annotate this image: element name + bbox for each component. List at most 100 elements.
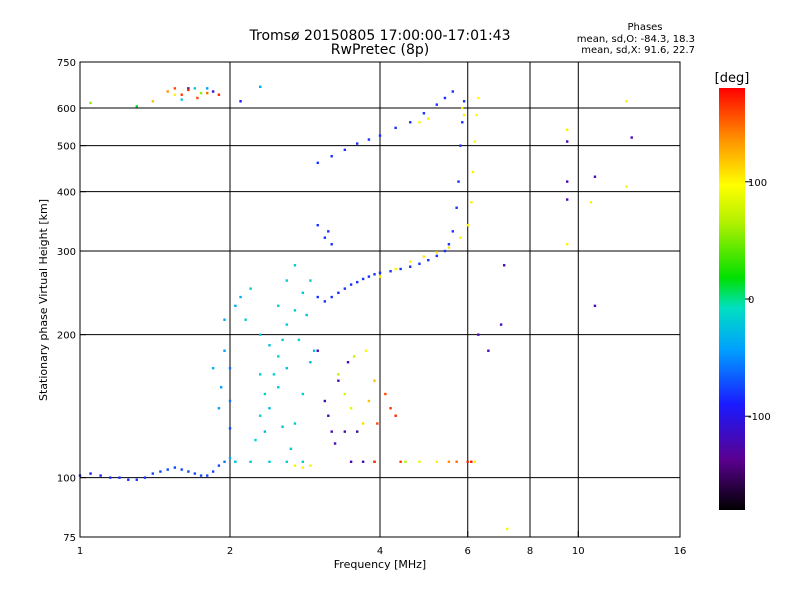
- data-point: [316, 161, 319, 165]
- data-point: [166, 90, 169, 93]
- data-point: [349, 460, 353, 463]
- data-point: [565, 128, 569, 131]
- data-point: [455, 460, 458, 463]
- data-point: [316, 295, 319, 299]
- data-point: [457, 180, 460, 183]
- data-point: [389, 270, 392, 273]
- y-tick-label: 75: [63, 533, 76, 544]
- data-point: [367, 275, 371, 278]
- data-point: [228, 399, 232, 403]
- data-point: [293, 422, 297, 425]
- data-point: [205, 91, 209, 95]
- data-point: [330, 243, 333, 246]
- data-point: [301, 291, 305, 295]
- x-tick-label: 16: [674, 546, 687, 557]
- colorbar: [719, 88, 745, 510]
- data-point: [223, 460, 226, 463]
- colorbar-label: [deg]: [715, 71, 750, 86]
- data-point: [249, 460, 252, 463]
- data-point: [193, 472, 197, 475]
- data-point: [451, 230, 455, 233]
- data-point: [593, 175, 597, 178]
- data-point: [447, 246, 451, 249]
- data-point: [499, 323, 503, 326]
- data-point: [409, 260, 412, 263]
- data-point: [219, 386, 223, 389]
- data-point: [293, 464, 297, 467]
- data-point: [343, 287, 347, 290]
- data-point: [249, 287, 252, 290]
- data-point: [143, 476, 147, 479]
- data-point: [239, 100, 242, 103]
- data-point: [297, 338, 301, 342]
- data-point: [285, 460, 288, 463]
- data-point: [99, 474, 102, 477]
- y-axis-label: Stationary phase Virtual Height [km]: [37, 199, 50, 401]
- phases-heading: Phases: [627, 22, 662, 33]
- data-point: [447, 460, 451, 463]
- data-point: [330, 430, 333, 433]
- data-point: [187, 87, 190, 90]
- data-point: [471, 170, 475, 174]
- data-point: [475, 113, 478, 117]
- data-point: [373, 379, 376, 382]
- data-point: [373, 273, 376, 276]
- data-point: [399, 460, 402, 463]
- data-point: [337, 379, 340, 382]
- data-point: [352, 355, 356, 358]
- data-point: [196, 96, 199, 100]
- data-point: [593, 304, 597, 308]
- data-point: [193, 87, 197, 90]
- data-point: [361, 277, 365, 281]
- data-point: [268, 344, 271, 347]
- data-point: [443, 249, 447, 253]
- data-point: [259, 333, 262, 336]
- data-point: [263, 392, 267, 396]
- data-point: [89, 472, 92, 475]
- data-point: [285, 366, 288, 370]
- data-point: [259, 414, 262, 417]
- x-tick-label: 10: [572, 546, 585, 557]
- data-point: [309, 279, 312, 282]
- data-point: [355, 430, 359, 433]
- data-point: [180, 98, 183, 101]
- data-point: [459, 144, 462, 147]
- data-point: [180, 468, 183, 471]
- data-point: [461, 121, 464, 124]
- y-tick-label: 500: [57, 142, 76, 153]
- data-point: [268, 460, 271, 463]
- data-point: [343, 392, 347, 396]
- data-point: [151, 100, 155, 103]
- data-point: [205, 87, 209, 90]
- data-point: [330, 295, 333, 299]
- y-tick-label: 100: [57, 474, 76, 485]
- data-point: [502, 264, 506, 267]
- data-point: [327, 230, 330, 233]
- data-point: [301, 392, 305, 396]
- data-point: [435, 254, 438, 258]
- chart-subtitle: RwPretec (8p): [331, 42, 429, 58]
- data-point: [451, 90, 455, 93]
- data-point: [462, 113, 466, 117]
- data-point: [285, 279, 288, 282]
- data-point: [378, 275, 382, 278]
- data-point: [473, 140, 477, 143]
- y-tick-label: 750: [57, 58, 76, 69]
- data-point: [301, 460, 305, 463]
- y-tick-label: 400: [57, 188, 76, 199]
- data-point: [268, 407, 271, 410]
- data-point: [316, 224, 319, 227]
- data-point: [565, 198, 569, 201]
- data-point: [234, 304, 237, 308]
- data-point: [343, 430, 347, 433]
- data-point: [462, 100, 466, 103]
- data-point: [435, 251, 438, 254]
- y-tick-label: 300: [57, 247, 76, 258]
- data-point: [187, 88, 190, 92]
- data-point: [293, 264, 297, 267]
- x-axis-ticks: 1 2 4 6 8 10 16: [77, 531, 687, 557]
- data-point: [409, 121, 412, 124]
- data-point: [394, 126, 397, 130]
- data-point: [422, 255, 426, 258]
- data-point: [285, 323, 288, 326]
